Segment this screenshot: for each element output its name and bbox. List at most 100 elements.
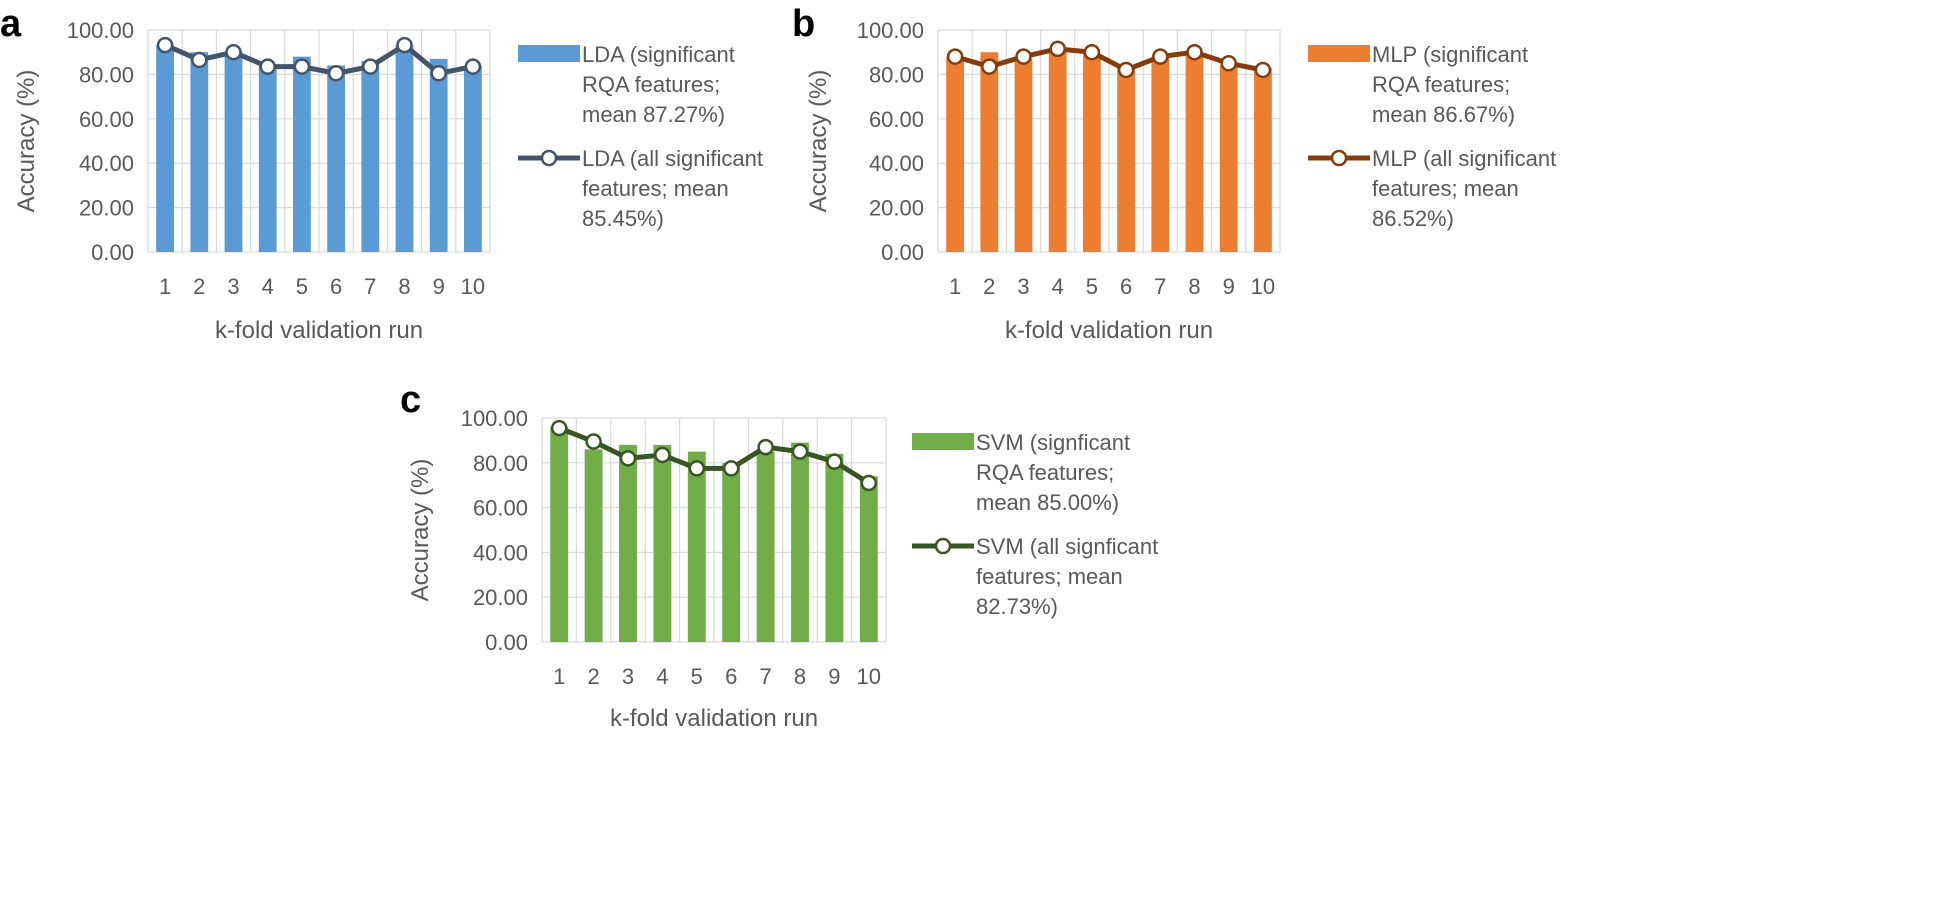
line-point xyxy=(1254,61,1272,79)
y-tick-label: 40.00 xyxy=(473,540,528,565)
bar xyxy=(619,444,637,642)
legend-label: LDA (all significant xyxy=(582,146,763,171)
x-tick-label: 10 xyxy=(461,274,485,299)
legend-label: MLP (all significant xyxy=(1372,146,1556,171)
bar xyxy=(464,65,482,253)
legend: LDA (significant RQA features; mean 87.27%… xyxy=(518,42,763,231)
line-point xyxy=(1049,40,1066,58)
bar xyxy=(584,449,603,642)
line-point xyxy=(225,43,242,61)
bar xyxy=(722,462,741,642)
line-point xyxy=(327,65,345,82)
bar xyxy=(1014,58,1033,252)
legend-label: LDA (significant xyxy=(582,42,735,67)
x-tick-label: 5 xyxy=(296,274,308,299)
bar xyxy=(825,453,844,642)
x-tick-label: 6 xyxy=(725,664,737,689)
legend-label: features; mean xyxy=(1372,176,1519,201)
x-tick-label: 6 xyxy=(330,274,342,299)
line-point xyxy=(946,48,964,65)
x-tick-label: 9 xyxy=(433,274,445,299)
y-tick-label: 20.00 xyxy=(79,196,134,221)
line-point xyxy=(362,58,379,75)
legend-label: features; mean xyxy=(582,176,729,201)
x-tick-label: 9 xyxy=(828,664,840,689)
x-axis-title: k-fold validation run xyxy=(215,317,423,344)
bar xyxy=(1048,49,1067,253)
legend-label: RQA features; xyxy=(976,460,1114,485)
line-point xyxy=(1186,43,1203,61)
x-tick-label: 2 xyxy=(587,664,599,689)
bar xyxy=(224,51,243,253)
legend-label: 86.52%) xyxy=(1372,206,1454,231)
x-tick-label: 4 xyxy=(656,664,668,689)
line-point xyxy=(585,433,602,450)
panel-letter: c xyxy=(400,379,421,421)
bar xyxy=(156,45,174,252)
x-tick-label: 6 xyxy=(1120,274,1132,299)
line-point xyxy=(1015,48,1032,65)
legend-label: mean 85.00%) xyxy=(976,490,1119,515)
line-point xyxy=(1152,48,1169,65)
x-tick-label: 1 xyxy=(553,664,565,689)
bar xyxy=(791,442,809,642)
line-point xyxy=(757,438,774,456)
y-tick-label: 60.00 xyxy=(473,496,528,521)
x-tick-label: 2 xyxy=(193,274,205,299)
bar xyxy=(190,52,209,253)
y-tick-label: 80.00 xyxy=(473,451,528,476)
series-line xyxy=(954,46,1264,73)
legend-label: SVM (all signficant xyxy=(976,534,1158,559)
series-line xyxy=(558,425,871,486)
legend-label: 85.45%) xyxy=(582,206,664,231)
x-tick-label: 7 xyxy=(1154,274,1166,299)
x-axis-title: k-fold validation run xyxy=(610,705,818,732)
x-tick-label: 4 xyxy=(1052,274,1064,299)
line-point xyxy=(791,443,809,460)
bar xyxy=(327,65,345,253)
legend-label: 82.73%) xyxy=(976,594,1058,619)
legend-swatch-marker xyxy=(1330,149,1348,167)
line-point xyxy=(619,450,637,467)
line-point xyxy=(722,460,740,477)
bar xyxy=(258,65,277,253)
x-tick-label: 2 xyxy=(983,274,995,299)
x-tick-label: 8 xyxy=(1188,274,1200,299)
y-tick-label: 40.00 xyxy=(79,151,134,176)
bar xyxy=(1151,56,1170,252)
legend-label: RQA features; xyxy=(582,72,720,97)
x-tick-label: 7 xyxy=(759,664,771,689)
legend-label: RQA features; xyxy=(1372,72,1510,97)
y-tick-label: 20.00 xyxy=(473,585,528,610)
x-tick-label: 8 xyxy=(794,664,806,689)
legend-swatch-bar xyxy=(1308,45,1370,62)
line-point xyxy=(826,453,843,470)
legend-swatch-marker xyxy=(934,537,952,555)
bar xyxy=(395,45,414,252)
y-axis-title: Accuracy (%) xyxy=(13,70,40,213)
line-point xyxy=(293,58,311,75)
x-tick-label: 7 xyxy=(364,274,376,299)
bar xyxy=(687,451,706,642)
bar xyxy=(1083,54,1101,252)
y-axis-title: Accuracy (%) xyxy=(407,459,434,602)
line-point xyxy=(464,58,482,75)
chart-panel-a: a 0.00 20.00 40.00 60.00 80.00 100.00 1 2 3 4 5 6 7 8 9… xyxy=(0,3,763,344)
chart-panel-c: c 0.00 20.00 40.00 60.00 80.00 100.00 1 2 3 4 5 6 7 8 9… xyxy=(400,379,1158,732)
bar xyxy=(361,61,380,252)
x-tick-label: 3 xyxy=(1017,274,1029,299)
bar xyxy=(1219,65,1238,253)
bar xyxy=(1254,67,1272,253)
legend: MLP (significant RQA features; mean 86.67%… xyxy=(1308,42,1556,231)
panel-letter: b xyxy=(792,3,815,45)
y-tick-label: 0.00 xyxy=(91,240,134,265)
bar xyxy=(653,444,672,642)
y-tick-label: 60.00 xyxy=(79,107,134,132)
line-point xyxy=(430,65,447,82)
legend-label: features; mean xyxy=(976,564,1123,589)
y-tick-label: 100.00 xyxy=(67,18,134,43)
y-tick-label: 100.00 xyxy=(857,18,924,43)
y-tick-label: 100.00 xyxy=(461,406,528,431)
bar xyxy=(859,476,878,642)
